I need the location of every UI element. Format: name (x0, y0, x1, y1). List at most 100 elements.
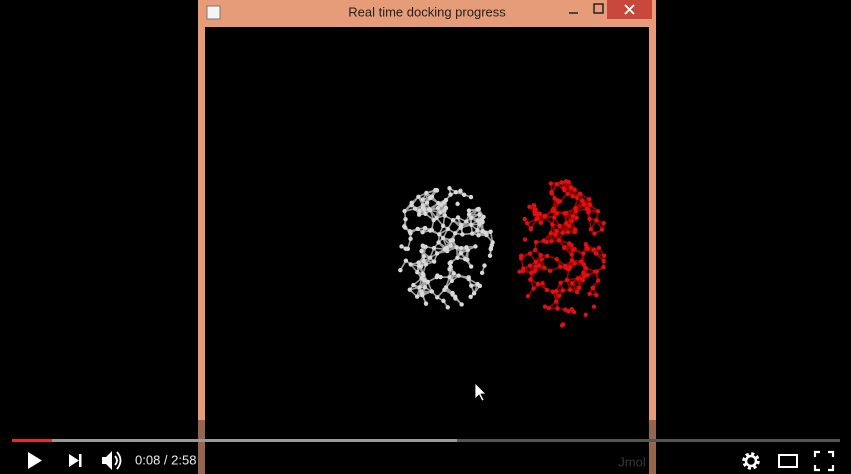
atom (587, 216, 592, 222)
atom (566, 223, 572, 228)
atom (568, 185, 574, 190)
atom (573, 205, 578, 211)
atom (548, 268, 553, 274)
atom (535, 281, 541, 287)
progress-bar[interactable] (12, 439, 840, 442)
atom (562, 211, 567, 216)
atom (417, 285, 422, 290)
atom (479, 270, 485, 276)
next-bar (79, 454, 82, 467)
atom (559, 180, 564, 185)
atom (442, 208, 447, 213)
atom (403, 217, 408, 222)
theater-button[interactable] (778, 454, 798, 468)
atom (459, 222, 464, 228)
atom (425, 279, 431, 285)
atom (424, 190, 429, 196)
atom (588, 227, 594, 232)
atom (402, 224, 407, 229)
atom (540, 281, 545, 286)
atom (451, 271, 456, 276)
maximize-button[interactable] (593, 3, 604, 14)
atom (454, 245, 459, 250)
atom (581, 262, 587, 267)
atom (436, 240, 441, 245)
atom (549, 189, 554, 195)
atom (539, 257, 544, 262)
atom (576, 285, 582, 291)
atom (448, 264, 453, 270)
atom (595, 209, 601, 214)
atom (469, 283, 474, 288)
play-button[interactable] (28, 452, 42, 469)
atom (557, 293, 562, 299)
atom (561, 186, 567, 191)
atom (545, 253, 550, 259)
next-icon (69, 454, 79, 467)
next-button[interactable] (69, 454, 82, 467)
atom (593, 269, 598, 274)
atom (534, 217, 539, 222)
atom (561, 245, 567, 251)
settings-button[interactable] (742, 452, 760, 470)
atom (538, 252, 543, 258)
atom (449, 278, 455, 284)
atom (558, 280, 563, 286)
atom (558, 264, 563, 270)
atom (550, 289, 556, 295)
atom (427, 255, 433, 260)
atom (417, 208, 422, 214)
atom (542, 304, 548, 309)
close-button[interactable] (607, 0, 652, 19)
atom (569, 252, 574, 257)
atom (421, 254, 426, 259)
molecule-receptor (398, 186, 495, 310)
atom (578, 191, 583, 196)
atom (574, 289, 580, 295)
atom (554, 288, 559, 294)
volume-button[interactable] (102, 451, 122, 470)
atom (431, 245, 437, 251)
atom (421, 273, 426, 278)
atom (411, 282, 416, 288)
atom (490, 240, 495, 245)
atom (601, 258, 606, 264)
atom (423, 301, 429, 306)
atom (569, 218, 574, 224)
atom (581, 251, 586, 256)
atom (601, 253, 607, 258)
speaker-icon (102, 451, 112, 470)
atom (448, 243, 453, 248)
atom (564, 266, 569, 271)
atom (572, 261, 577, 266)
atom (402, 208, 407, 214)
atom (583, 312, 588, 317)
controls-gradient (0, 420, 851, 474)
fullscreen-button[interactable] (813, 450, 835, 472)
atom (459, 302, 464, 307)
atom (422, 285, 428, 290)
atom (560, 288, 566, 293)
atom (593, 251, 599, 256)
atom (408, 262, 413, 267)
atom (414, 294, 420, 299)
atom (444, 245, 450, 251)
atom (522, 216, 527, 222)
progress-played (12, 439, 52, 442)
atom (448, 192, 453, 197)
atom (416, 212, 422, 217)
atom (594, 293, 599, 298)
atom (580, 198, 585, 203)
atom (471, 291, 477, 296)
progress-buffered (12, 439, 457, 442)
atom (429, 289, 435, 294)
atom (455, 215, 461, 220)
atom (441, 298, 446, 304)
atom (468, 222, 474, 227)
atom (554, 211, 560, 216)
atom (596, 245, 602, 251)
atom (422, 225, 428, 231)
atom (416, 263, 422, 269)
atom (532, 269, 538, 274)
